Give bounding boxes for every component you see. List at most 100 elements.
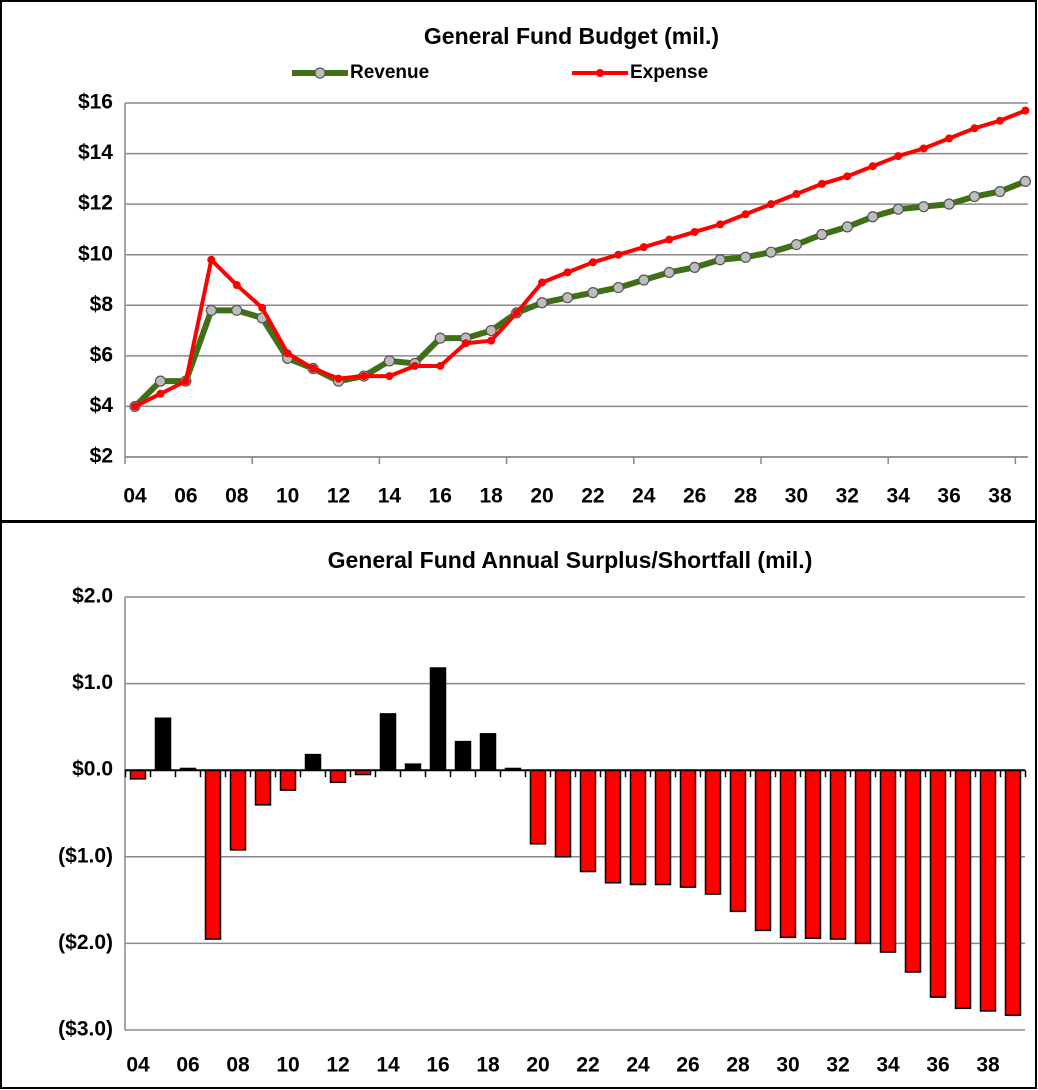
marker <box>919 144 928 153</box>
marker <box>816 228 828 241</box>
bar <box>554 769 572 858</box>
marker <box>790 239 803 251</box>
top-panel <box>0 0 1037 522</box>
bar <box>379 713 397 771</box>
x-tick-label: 08 <box>225 485 249 508</box>
legend-marker <box>596 69 604 77</box>
marker <box>359 372 368 381</box>
x-tick-label: 34 <box>887 485 911 508</box>
y-tick-label: ($3.0) <box>58 1018 113 1041</box>
bar <box>729 769 747 913</box>
y-tick-label: $8 <box>90 293 114 316</box>
marker <box>612 281 624 294</box>
y-tick-label: $14 <box>78 141 113 164</box>
x-tick-label: 26 <box>676 1054 699 1077</box>
marker <box>156 389 165 398</box>
marker <box>739 251 752 263</box>
marker <box>1019 175 1032 187</box>
x-tick-label: 18 <box>479 485 503 508</box>
legend-label: Revenue <box>350 62 429 83</box>
marker <box>663 266 675 279</box>
x-tick-label: 20 <box>526 1054 549 1077</box>
bar <box>229 769 247 851</box>
x-tick-label: 10 <box>276 485 299 508</box>
bar <box>204 769 222 940</box>
marker <box>638 274 650 286</box>
x-tick-label: 14 <box>378 485 402 508</box>
marker <box>588 258 597 267</box>
marker <box>690 227 699 236</box>
x-tick-label: 30 <box>785 485 808 508</box>
marker <box>561 292 574 304</box>
bar <box>654 769 672 886</box>
marker <box>867 211 879 223</box>
bar <box>529 769 547 845</box>
x-tick-label: 32 <box>836 485 859 508</box>
bar <box>854 769 872 945</box>
x-tick-label: 14 <box>376 1054 400 1077</box>
marker <box>665 235 674 244</box>
marker <box>487 336 496 345</box>
x-tick-label: 38 <box>988 485 1012 508</box>
marker <box>767 200 775 209</box>
bar <box>829 769 847 940</box>
marker <box>536 297 548 309</box>
x-tick-label: 06 <box>176 1054 199 1077</box>
x-tick-label: 38 <box>976 1054 1000 1077</box>
x-tick-label: 12 <box>326 1054 349 1077</box>
marker <box>383 355 395 367</box>
x-tick-label: 16 <box>429 485 452 508</box>
bar <box>129 769 147 780</box>
marker <box>434 332 446 344</box>
y-tick-label: $1.0 <box>72 671 113 694</box>
bar <box>154 717 172 771</box>
x-tick-label: 32 <box>826 1054 849 1077</box>
y-tick-label: $2.0 <box>72 585 113 608</box>
marker <box>639 243 648 252</box>
marker <box>587 287 599 299</box>
bar <box>979 769 997 1012</box>
marker <box>841 221 853 233</box>
bar <box>279 769 297 791</box>
x-tick-label: 22 <box>576 1054 599 1077</box>
x-tick-label: 16 <box>426 1054 449 1077</box>
marker <box>410 361 419 370</box>
marker <box>689 261 701 273</box>
marker <box>741 210 750 219</box>
bar <box>254 769 272 806</box>
bar <box>579 769 597 873</box>
bar <box>604 769 622 884</box>
marker <box>309 364 318 373</box>
x-tick-label: 28 <box>734 485 758 508</box>
marker <box>207 255 216 264</box>
x-tick-label: 26 <box>683 485 706 508</box>
marker <box>614 250 623 259</box>
bar <box>304 753 322 771</box>
marker <box>283 349 292 358</box>
x-tick-label: 20 <box>530 485 553 508</box>
marker <box>205 304 217 316</box>
x-tick-label: 36 <box>937 485 960 508</box>
marker <box>918 201 930 213</box>
x-tick-label: 28 <box>726 1054 750 1077</box>
marker <box>970 124 979 133</box>
bar <box>929 769 947 998</box>
marker <box>512 308 521 317</box>
marker <box>131 402 139 411</box>
legend-marker <box>314 67 326 79</box>
marker <box>485 324 497 337</box>
y-tick-label: $4 <box>90 394 114 417</box>
marker <box>943 198 955 210</box>
marker <box>232 281 241 290</box>
x-tick-label: 30 <box>776 1054 799 1077</box>
bar <box>779 769 797 939</box>
marker <box>231 304 243 316</box>
marker <box>868 162 877 171</box>
x-tick-label: 04 <box>126 1054 150 1077</box>
x-tick-label: 04 <box>123 485 147 508</box>
x-tick-label: 06 <box>174 485 197 508</box>
chart-title: General Fund Budget (mil.) <box>424 23 719 49</box>
y-tick-label: ($2.0) <box>58 931 113 954</box>
bar <box>454 740 472 771</box>
